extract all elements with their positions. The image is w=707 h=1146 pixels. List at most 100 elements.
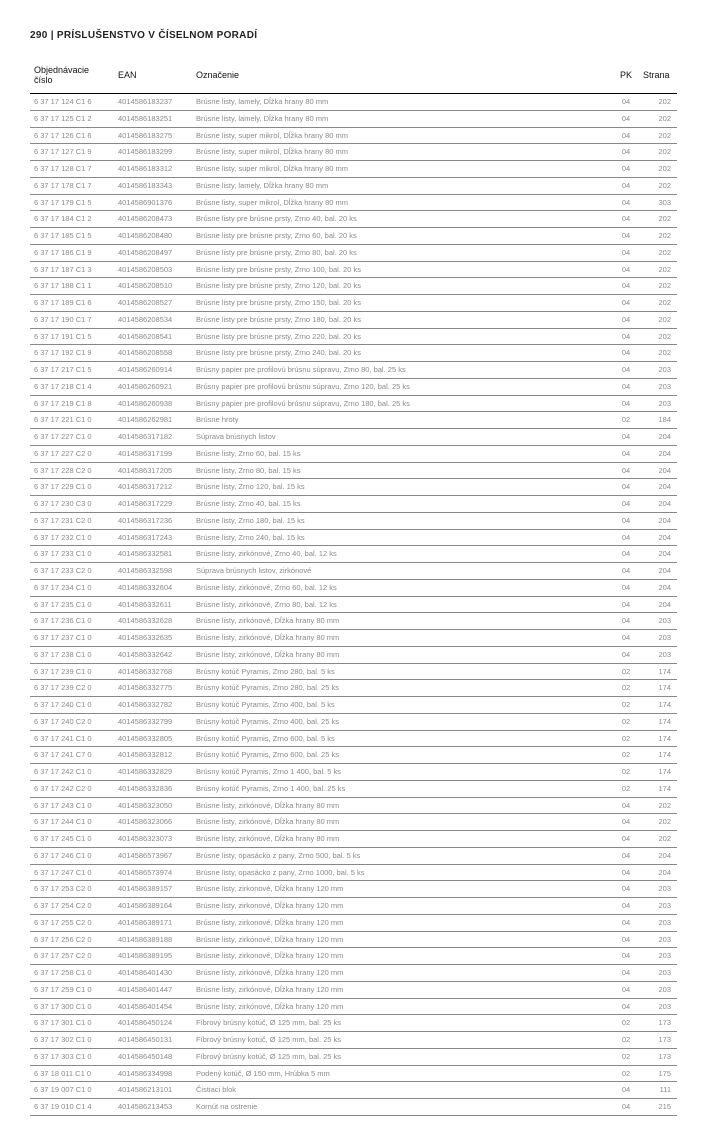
cell-obj: 6 37 17 247 C1 0: [30, 864, 114, 881]
table-row: 6 37 17 231 C2 04014586317236Brúsne list…: [30, 512, 677, 529]
table-row: 6 37 17 228 C2 04014586317205Brúsne list…: [30, 462, 677, 479]
table-row: 6 37 17 241 C7 04014586332812Brúsny kotú…: [30, 747, 677, 764]
table-row: 6 37 17 244 C1 04014586323066Brúsne list…: [30, 814, 677, 831]
cell-str: 202: [639, 814, 677, 831]
cell-obj: 6 37 17 233 C2 0: [30, 563, 114, 580]
cell-ozn: Brúsne listy, zirkonové, Dĺžka hrany 120…: [192, 914, 613, 931]
table-row: 6 37 17 242 C1 04014586332829Brúsny kotú…: [30, 764, 677, 781]
cell-ean: 4014586208473: [114, 211, 192, 228]
cell-pk: 02: [613, 713, 639, 730]
cell-obj: 6 37 17 179 C1 5: [30, 194, 114, 211]
cell-str: 202: [639, 161, 677, 178]
cell-ean: 4014586332812: [114, 747, 192, 764]
cell-obj: 6 37 17 302 C1 0: [30, 1032, 114, 1049]
cell-pk: 04: [613, 847, 639, 864]
cell-pk: 04: [613, 546, 639, 563]
cell-str: 203: [639, 914, 677, 931]
col-header-obj: Objednávacie číslo: [30, 59, 114, 94]
cell-str: 204: [639, 563, 677, 580]
cell-obj: 6 37 17 235 C1 0: [30, 596, 114, 613]
table-row: 6 37 19 007 C1 04014586213101Čistiaci bl…: [30, 1082, 677, 1099]
cell-obj: 6 37 17 240 C1 0: [30, 697, 114, 714]
cell-str: 203: [639, 965, 677, 982]
table-row: 6 37 17 301 C1 04014586450124Fíbrový brú…: [30, 1015, 677, 1032]
cell-pk: 04: [613, 814, 639, 831]
cell-str: 174: [639, 747, 677, 764]
cell-pk: 04: [613, 965, 639, 982]
cell-str: 202: [639, 144, 677, 161]
cell-ozn: Brúsne listy, zirkónové, Zrno 80, bal. 1…: [192, 596, 613, 613]
cell-pk: 04: [613, 228, 639, 245]
cell-str: 303: [639, 194, 677, 211]
table-row: 6 37 17 126 C1 64014586183275Brúsne list…: [30, 127, 677, 144]
cell-pk: 04: [613, 328, 639, 345]
cell-str: 202: [639, 797, 677, 814]
cell-obj: 6 37 17 125 C1 2: [30, 110, 114, 127]
cell-obj: 6 37 17 188 C1 1: [30, 278, 114, 295]
cell-ozn: Brúsne listy pre brúsne prsty, Zrno 240,…: [192, 345, 613, 362]
cell-ozn: Fíbrový brúsny kotúč, Ø 125 mm, bal. 25 …: [192, 1048, 613, 1065]
page-header: 290 | PRÍSLUŠENSTVO V ČÍSELNOM PORADÍ: [30, 30, 677, 41]
cell-str: 204: [639, 429, 677, 446]
cell-pk: 02: [613, 697, 639, 714]
cell-ozn: Brúsny kotúč Pyramis, Zrno 280, bal. 25 …: [192, 680, 613, 697]
cell-pk: 02: [613, 764, 639, 781]
cell-ean: 4014586332611: [114, 596, 192, 613]
table-row: 6 37 17 179 C1 54014586901376Brúsne list…: [30, 194, 677, 211]
cell-pk: 04: [613, 144, 639, 161]
table-row: 6 37 17 259 C1 04014586401447Brúsne list…: [30, 981, 677, 998]
cell-obj: 6 37 17 230 C3 0: [30, 496, 114, 513]
table-row: 6 37 17 247 C1 04014586573974Brúsne list…: [30, 864, 677, 881]
cell-ozn: Fíbrový brúsny kotúč, Ø 125 mm, bal. 25 …: [192, 1032, 613, 1049]
cell-obj: 6 37 17 124 C1 6: [30, 94, 114, 111]
table-row: 6 37 17 254 C2 04014586389164Brúsne list…: [30, 898, 677, 915]
cell-str: 174: [639, 680, 677, 697]
cell-ean: 4014586213101: [114, 1082, 192, 1099]
cell-obj: 6 37 17 217 C1 5: [30, 362, 114, 379]
cell-str: 204: [639, 546, 677, 563]
cell-ean: 4014586332635: [114, 630, 192, 647]
table-row: 6 37 17 236 C1 04014586332628Brúsne list…: [30, 613, 677, 630]
cell-ean: 4014586332775: [114, 680, 192, 697]
cell-obj: 6 37 17 239 C2 0: [30, 680, 114, 697]
cell-pk: 04: [613, 429, 639, 446]
cell-obj: 6 37 17 219 C1 8: [30, 395, 114, 412]
table-row: 6 37 17 245 C1 04014586323073Brúsne list…: [30, 831, 677, 848]
cell-ozn: Brúsny papier pre profilovú brúsnu súpra…: [192, 378, 613, 395]
table-row: 6 37 17 185 C1 54014586208480Brúsne list…: [30, 228, 677, 245]
cell-pk: 04: [613, 881, 639, 898]
cell-str: 203: [639, 378, 677, 395]
table-row: 6 37 17 221 C1 04014586262981Brúsne hrot…: [30, 412, 677, 429]
cell-ean: 4014586317182: [114, 429, 192, 446]
cell-pk: 04: [613, 529, 639, 546]
page-root: 290 | PRÍSLUŠENSTVO V ČÍSELNOM PORADÍ Ob…: [0, 0, 707, 1146]
cell-ean: 4014586389195: [114, 948, 192, 965]
table-row: 6 37 17 191 C1 54014586208541Brúsne list…: [30, 328, 677, 345]
cell-obj: 6 37 17 190 C1 7: [30, 311, 114, 328]
listing-table: Objednávacie číslo EAN Označenie PK Stra…: [30, 59, 677, 1116]
cell-str: 204: [639, 596, 677, 613]
cell-obj: 6 37 17 186 C1 9: [30, 244, 114, 261]
cell-pk: 04: [613, 127, 639, 144]
cell-pk: 02: [613, 747, 639, 764]
cell-ean: 4014586183312: [114, 161, 192, 178]
cell-ean: 4014586332604: [114, 579, 192, 596]
cell-ean: 4014586323066: [114, 814, 192, 831]
table-row: 6 37 17 227 C2 04014586317199Brúsne list…: [30, 445, 677, 462]
cell-ean: 4014586323073: [114, 831, 192, 848]
cell-ean: 4014586317229: [114, 496, 192, 513]
cell-pk: 02: [613, 1032, 639, 1049]
table-row: 6 37 17 184 C1 24014586208473Brúsne list…: [30, 211, 677, 228]
cell-pk: 04: [613, 261, 639, 278]
cell-ozn: Brúsne listy, lamely, Dĺžka hrany 80 mm: [192, 110, 613, 127]
cell-obj: 6 37 17 259 C1 0: [30, 981, 114, 998]
cell-pk: 04: [613, 161, 639, 178]
cell-ean: 4014586332805: [114, 730, 192, 747]
cell-ean: 4014586450131: [114, 1032, 192, 1049]
cell-ean: 4014586262981: [114, 412, 192, 429]
cell-pk: 04: [613, 1082, 639, 1099]
cell-ozn: Brúsne listy, super mikrol, Dĺžka hrany …: [192, 144, 613, 161]
table-body: 6 37 17 124 C1 64014586183237Brúsne list…: [30, 94, 677, 1116]
table-row: 6 37 17 189 C1 64014586208527Brúsne list…: [30, 295, 677, 312]
cell-str: 173: [639, 1015, 677, 1032]
